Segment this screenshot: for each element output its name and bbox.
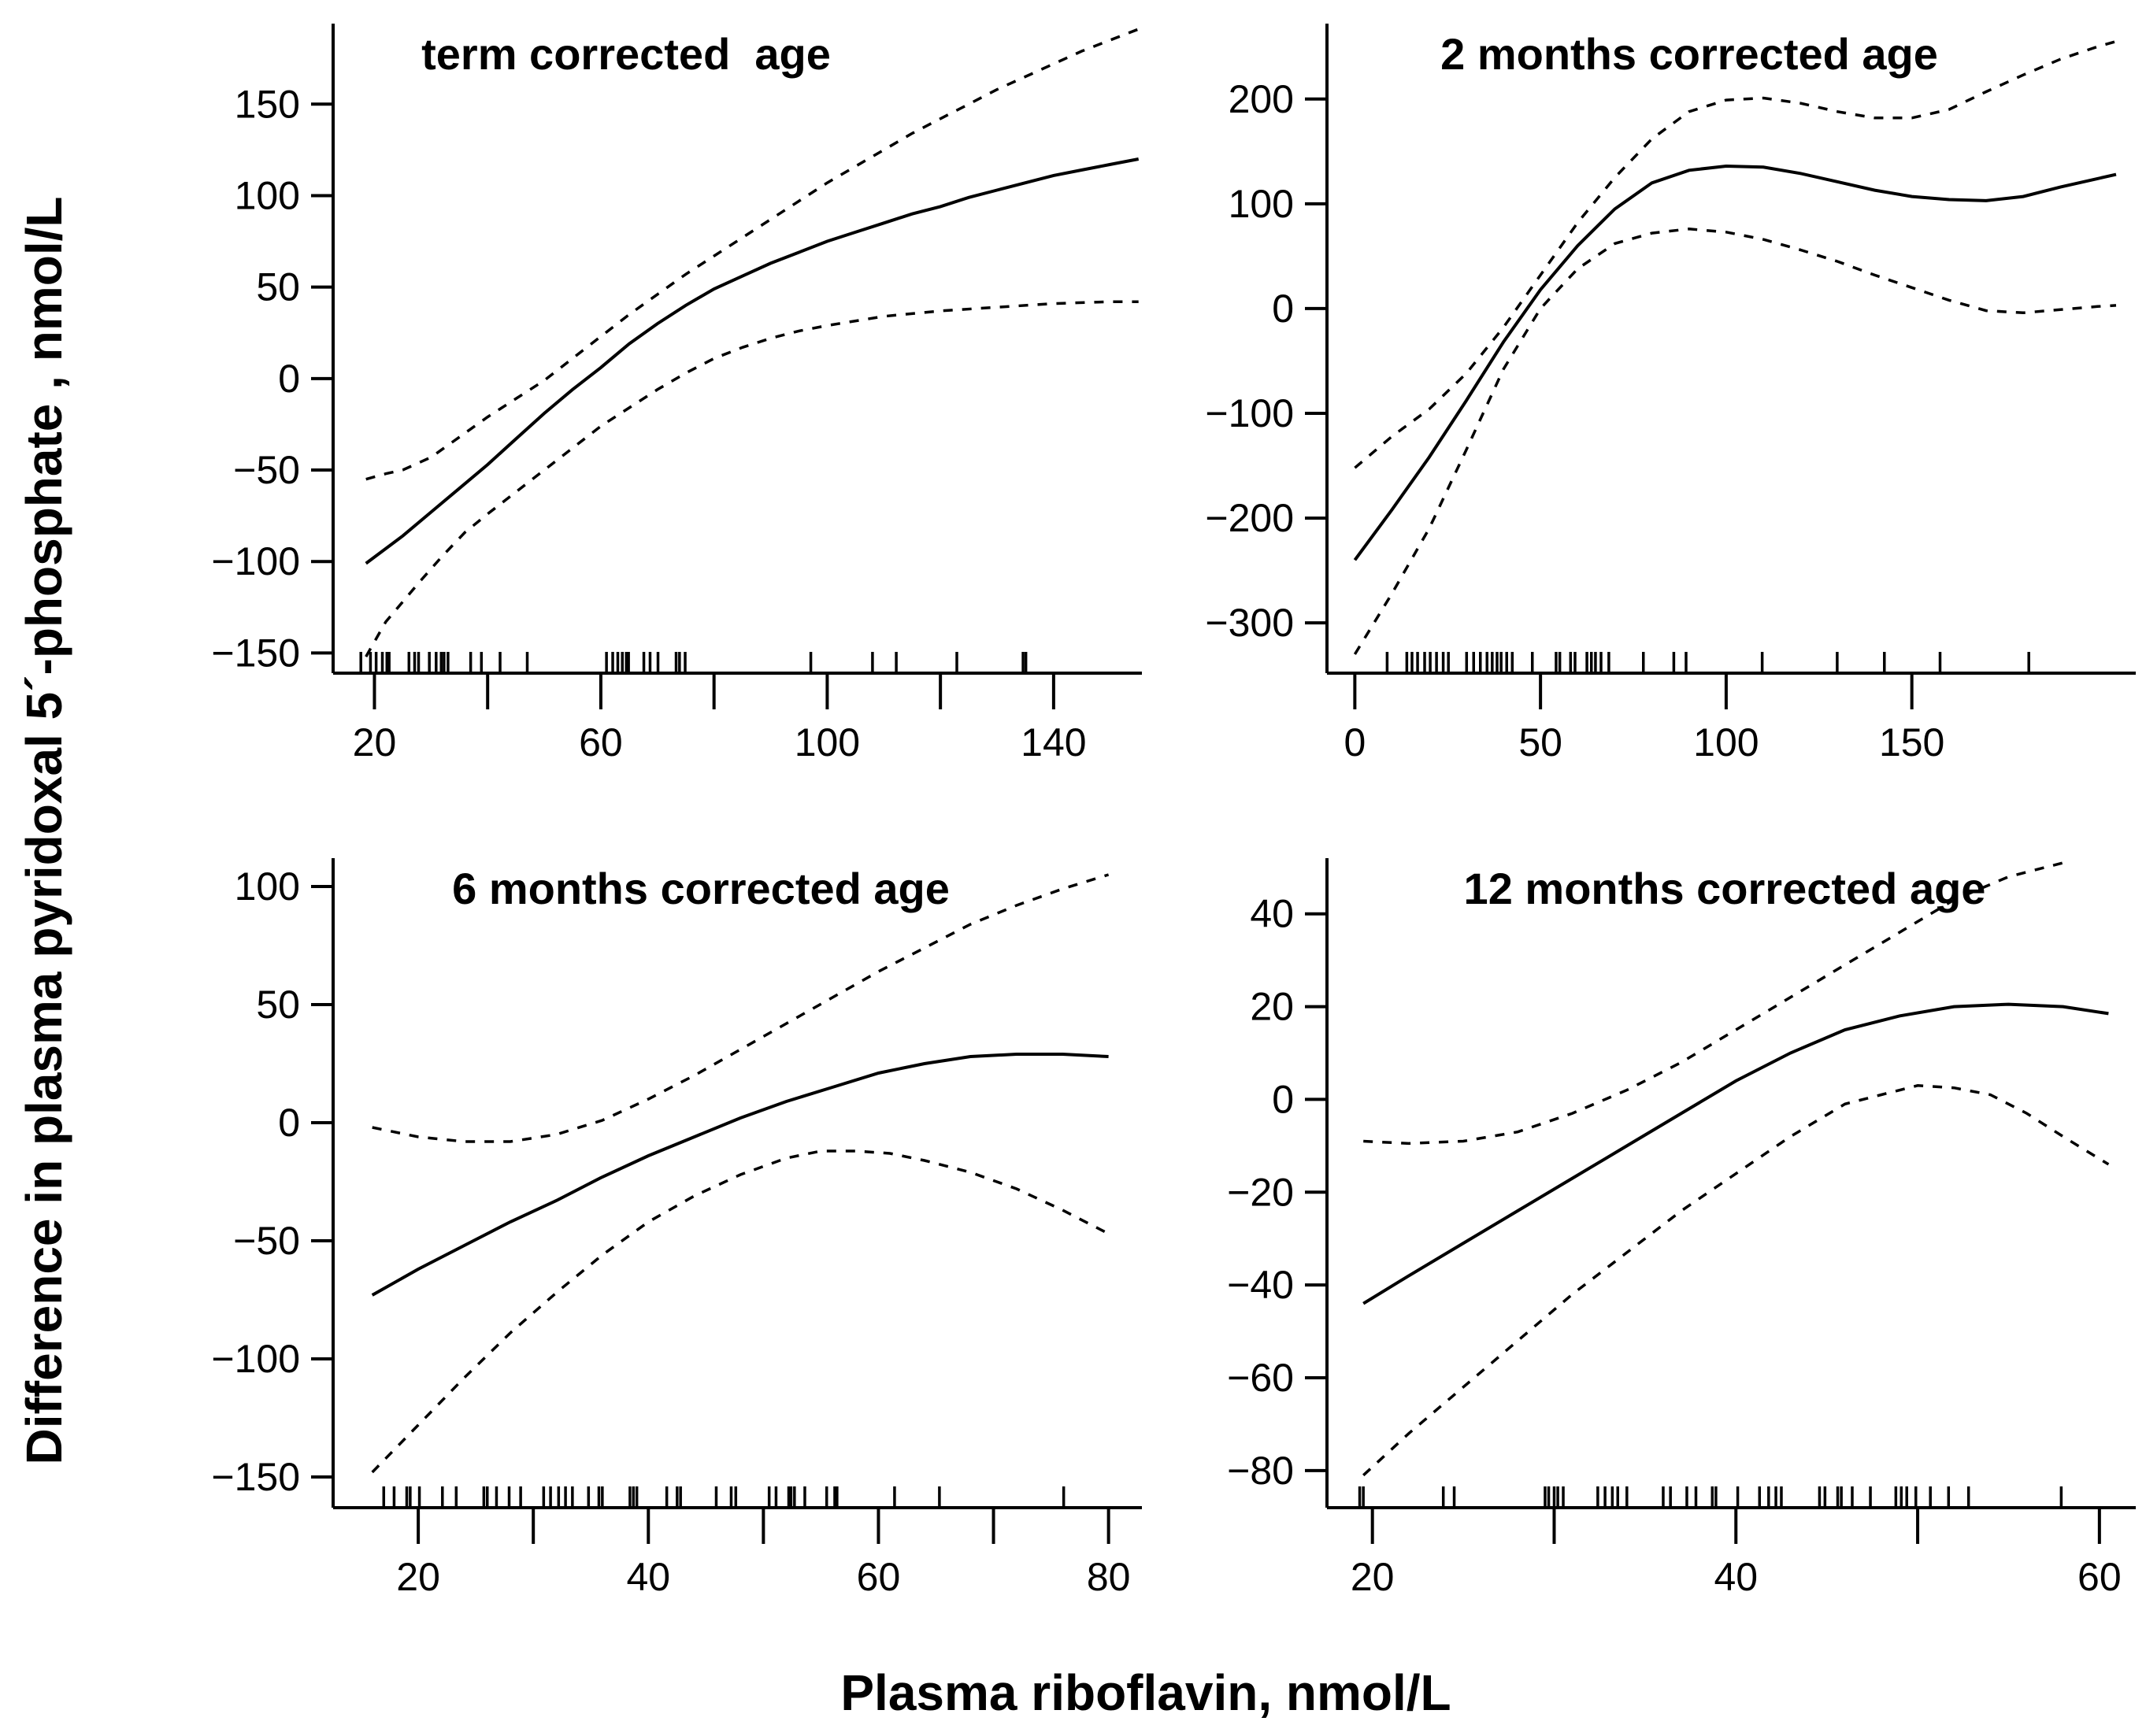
x-tick-label: 60 bbox=[857, 1555, 901, 1599]
y-tick-label: 40 bbox=[1250, 892, 1294, 936]
y-tick-label: 100 bbox=[235, 864, 300, 909]
y-tick-label: −100 bbox=[1205, 391, 1294, 435]
x-tick-label: 140 bbox=[1021, 720, 1086, 764]
x-tick-label: 20 bbox=[353, 720, 397, 764]
y-tick-label: −80 bbox=[1227, 1449, 1294, 1493]
panel-6-months-corrected-age: 6 months corrected age 100 50 0 −50 −100 −150… bbox=[211, 858, 1142, 1599]
x-tick-label: 20 bbox=[396, 1555, 440, 1599]
y-tick-label: −60 bbox=[1227, 1356, 1294, 1400]
y-tick-label: −300 bbox=[1205, 601, 1294, 645]
fit-line bbox=[1362, 1002, 2109, 1305]
panel-title: 6 months corrected age bbox=[452, 864, 950, 913]
x-tick-label: 100 bbox=[795, 720, 860, 764]
lower-ci-line bbox=[1362, 1084, 2110, 1477]
y-tick-label: 0 bbox=[1272, 287, 1294, 331]
y-tick-label: −50 bbox=[233, 1219, 300, 1263]
y-tick-label: 50 bbox=[256, 983, 300, 1027]
y-tick-label: 200 bbox=[1229, 77, 1294, 121]
y-tick-label: 0 bbox=[278, 357, 300, 401]
upper-ci-line bbox=[1354, 39, 2117, 469]
panel-title: 12 months corrected age bbox=[1464, 864, 1986, 913]
y-axis-label: Difference in plasma pyridoxal 5´-phosph… bbox=[16, 197, 72, 1465]
y-tick-label: −20 bbox=[1227, 1170, 1294, 1214]
panel-term-corrected-age: term corrected age 150 100 50 0 −50 −100 −150 2… bbox=[211, 24, 1142, 764]
lower-ci-line bbox=[371, 1149, 1110, 1474]
panel-title: 2 months corrected age bbox=[1440, 29, 1938, 79]
rug-marks bbox=[1385, 652, 2030, 672]
x-tick-label: 20 bbox=[1351, 1555, 1395, 1599]
rug-marks bbox=[1358, 1486, 2063, 1507]
y-tick-label: −200 bbox=[1205, 496, 1294, 540]
x-tick-label: 40 bbox=[1714, 1555, 1758, 1599]
x-tick-label: 0 bbox=[1344, 720, 1366, 764]
x-tick-label: 40 bbox=[626, 1555, 670, 1599]
x-axis-label: Plasma riboflavin, nmol/L bbox=[840, 1664, 1451, 1721]
y-tick-label: −100 bbox=[211, 1337, 300, 1381]
y-tick-label: −150 bbox=[211, 631, 300, 675]
upper-ci-line bbox=[372, 873, 1110, 1143]
x-tick-label: 80 bbox=[1087, 1555, 1131, 1599]
lower-ci-line bbox=[1353, 228, 2117, 655]
panel-title: term corrected age bbox=[421, 29, 831, 79]
y-tick-label: 100 bbox=[1229, 182, 1294, 226]
x-tick-label: 60 bbox=[2077, 1555, 2122, 1599]
x-tick-label: 150 bbox=[1879, 720, 1944, 764]
y-tick-label: 150 bbox=[235, 82, 300, 126]
y-tick-label: 50 bbox=[256, 265, 300, 309]
y-tick-label: −40 bbox=[1227, 1263, 1294, 1307]
y-tick-label: −100 bbox=[211, 539, 300, 583]
rug-marks bbox=[359, 652, 1028, 672]
fit-line bbox=[371, 1053, 1109, 1297]
y-tick-label: −150 bbox=[211, 1455, 300, 1499]
upper-ci-line bbox=[365, 28, 1140, 481]
fit-line bbox=[1353, 164, 2117, 561]
y-tick-label: 100 bbox=[235, 173, 300, 217]
panel-2-months-corrected-age: 2 months corrected age 200 100 0 −100 −200 −3… bbox=[1205, 24, 2136, 764]
x-tick-label: 60 bbox=[579, 720, 623, 764]
panel-12-months-corrected-age: 12 months corrected age 40 20 0 −20 −40 −60 −8… bbox=[1227, 858, 2136, 1599]
y-tick-label: −50 bbox=[233, 448, 300, 492]
y-tick-label: 0 bbox=[278, 1101, 300, 1145]
y-tick-label: 20 bbox=[1250, 985, 1294, 1029]
x-tick-label: 100 bbox=[1693, 720, 1759, 764]
x-tick-label: 50 bbox=[1518, 720, 1562, 764]
fit-line bbox=[365, 157, 1140, 565]
upper-ci-line bbox=[1363, 861, 2064, 1146]
y-tick-label: 0 bbox=[1272, 1077, 1294, 1121]
lower-ci-line bbox=[365, 300, 1139, 657]
rug-marks bbox=[382, 1486, 1066, 1507]
